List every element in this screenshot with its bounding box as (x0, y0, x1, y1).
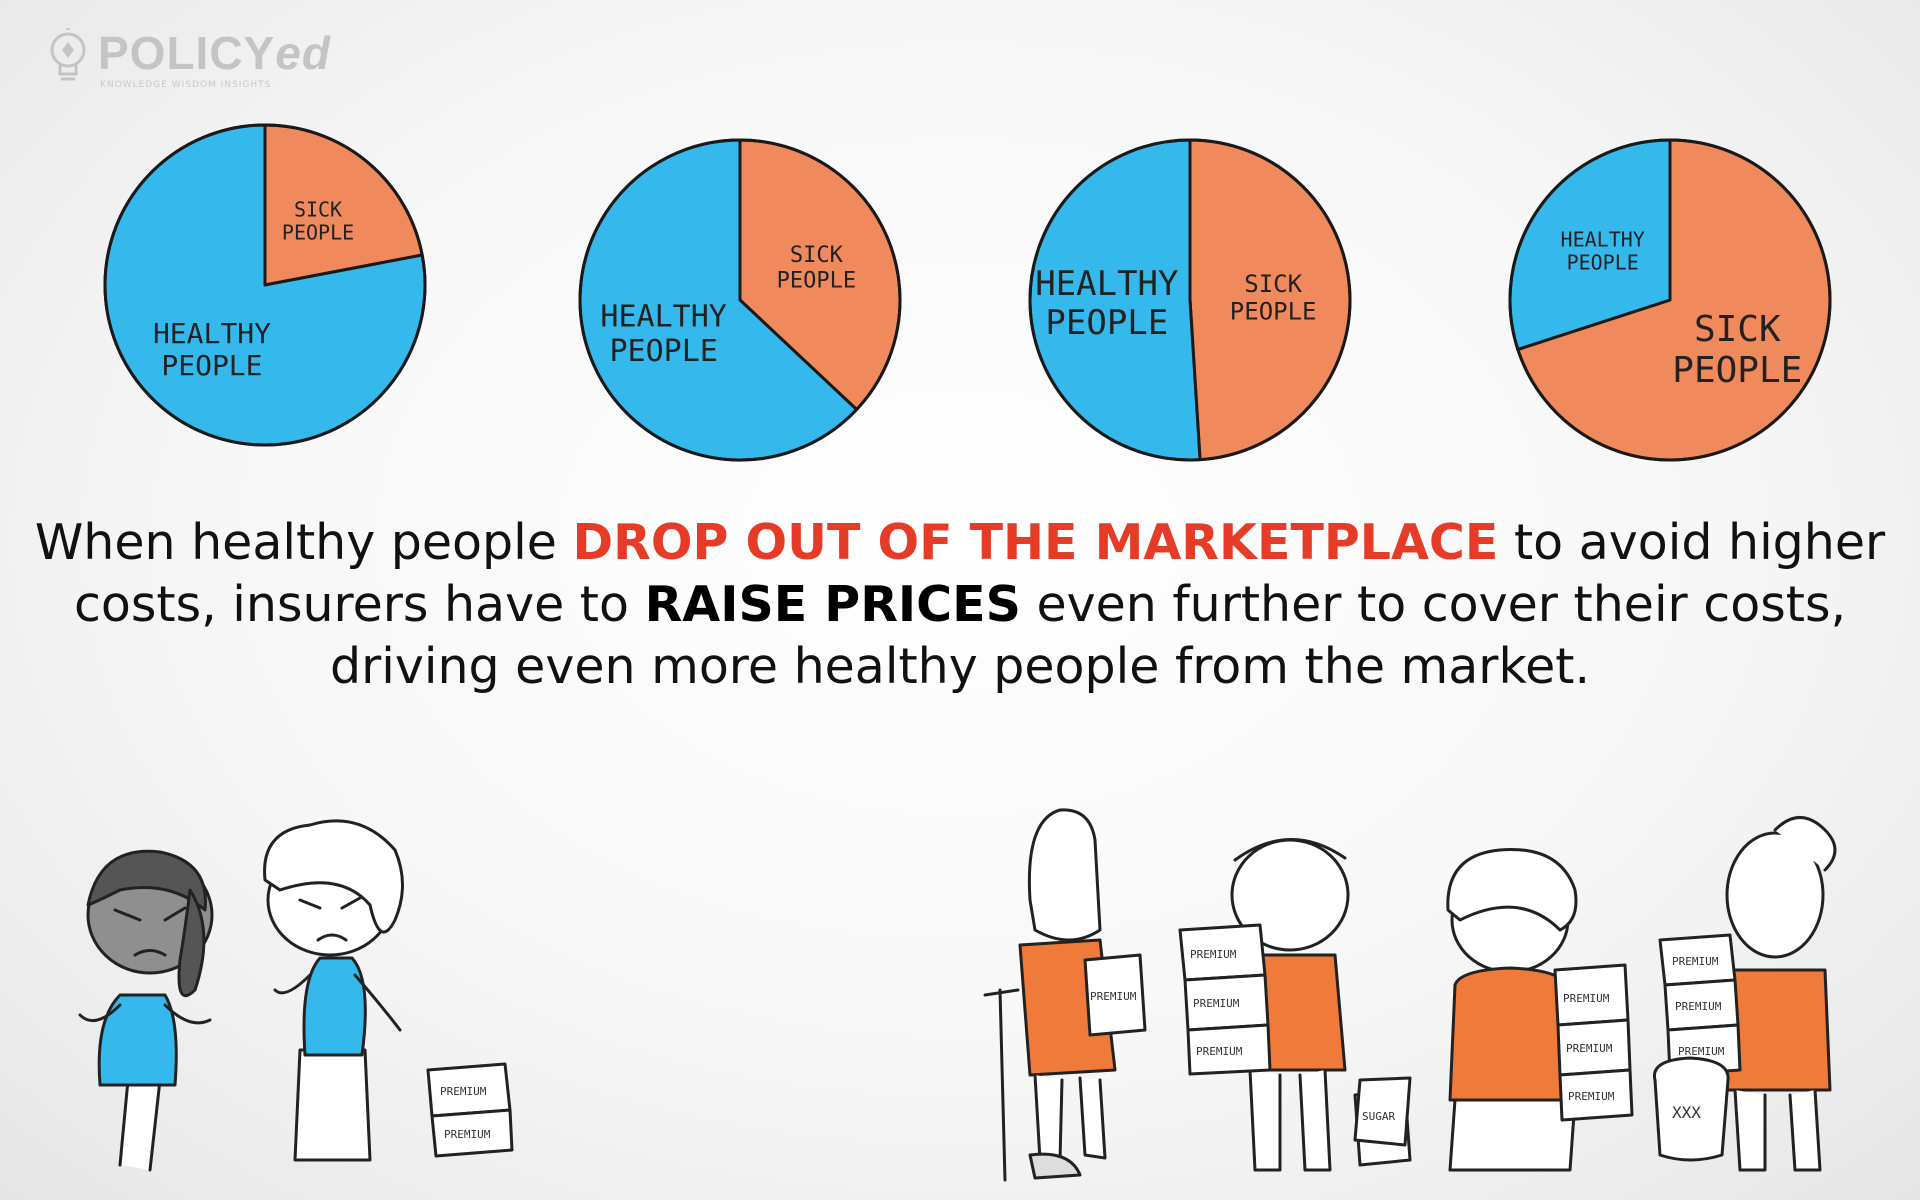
box-label-4: PREMIUM (1190, 948, 1237, 961)
box-label-2: PREMIUM (444, 1128, 491, 1141)
brand-main: POLICY (98, 27, 276, 79)
pie-2-outline (578, 138, 902, 462)
pie-3-outline (1028, 138, 1352, 462)
man-with-jar-figure (1652, 816, 1837, 1172)
pie-3-label-sick: SICK PEOPLE (1230, 270, 1317, 326)
headline-highlight-dropout: DROP OUT OF THE MARKETPLACE (572, 514, 1499, 571)
angry-woman-figure (263, 819, 404, 1162)
box-label-5: PREMIUM (1193, 997, 1240, 1010)
headline-part3: even further to cover their costs, drivi… (329, 576, 1847, 695)
illustration-scene: PREMIUM PREMIUM PREMIUM PREMIUM PREMIUM … (78, 808, 1837, 1182)
brand-tagline: KNOWLEDGE WISDOM INSIGHTS (100, 80, 272, 90)
pie-1-label-sick: SICK PEOPLE (282, 197, 354, 244)
pie-4-outline (1508, 138, 1832, 462)
headline-part1: When healthy people (34, 514, 573, 571)
box-label-mirrored-1: PREMIUM (1563, 992, 1610, 1005)
lightbulb-icon (50, 28, 86, 81)
jar-label: XXX (1672, 1103, 1701, 1122)
pie-1-outline (103, 123, 427, 447)
man-with-crutch-figure (983, 808, 1147, 1182)
box-label-1: PREMIUM (440, 1085, 487, 1098)
pie-2-label-healthy: HEALTHY PEOPLE (600, 299, 726, 369)
box-label-mirrored-3: PREMIUM (1568, 1090, 1615, 1103)
brand-suffix: ed (275, 27, 331, 79)
sugar-bag (1353, 1076, 1412, 1147)
headline-highlight-prices: RAISE PRICES (644, 576, 1021, 633)
box-label-9: PREMIUM (1678, 1045, 1725, 1058)
box-label-8: PREMIUM (1675, 1000, 1722, 1013)
bag-label: SUGAR (1362, 1110, 1395, 1123)
grumpy-man-figure (1178, 838, 1412, 1172)
policyed-logo: POLICYed KNOWLEDGE WISDOM INSIGHTS (40, 22, 370, 92)
box-label-3: PREMIUM (1090, 990, 1137, 1003)
pie-chart-3: SICK PEOPLE HEALTHY PEOPLE (1028, 138, 1352, 462)
old-woman-figure (1446, 848, 1634, 1172)
pie-chart-2: SICK PEOPLE HEALTHY PEOPLE (578, 138, 902, 462)
pie-chart-4: SICK PEOPLE HEALTHY PEOPLE (1508, 138, 1832, 462)
pie-charts: SICK PEOPLE HEALTHY PEOPLE SICK PEOPLE HEALTHY… (103, 123, 1832, 462)
pie-4-label-sick: SICK PEOPLE (1672, 309, 1802, 391)
box-label-mirrored-2: PREMIUM (1566, 1042, 1613, 1055)
headline: When healthy people DROP OUT OF THE MARK… (20, 512, 1900, 698)
pie-4-label-healthy: HEALTHY PEOPLE (1561, 228, 1645, 275)
box-label-6: PREMIUM (1196, 1045, 1243, 1058)
pie-1-label-healthy: HEALTHY PEOPLE (153, 317, 271, 382)
pie-3-label-healthy: HEALTHY PEOPLE (1035, 264, 1178, 343)
angry-girl-figure (78, 849, 214, 1172)
brand-name: POLICYed (98, 26, 331, 80)
box-label-7: PREMIUM (1672, 955, 1719, 968)
dropped-premium-boxes (426, 1062, 514, 1158)
headline-part2: to avoid higher costs, insurers have to (73, 514, 1886, 633)
pie-chart-1: SICK PEOPLE HEALTHY PEOPLE (103, 123, 427, 447)
pie-2-label-sick: SICK PEOPLE (777, 243, 856, 293)
